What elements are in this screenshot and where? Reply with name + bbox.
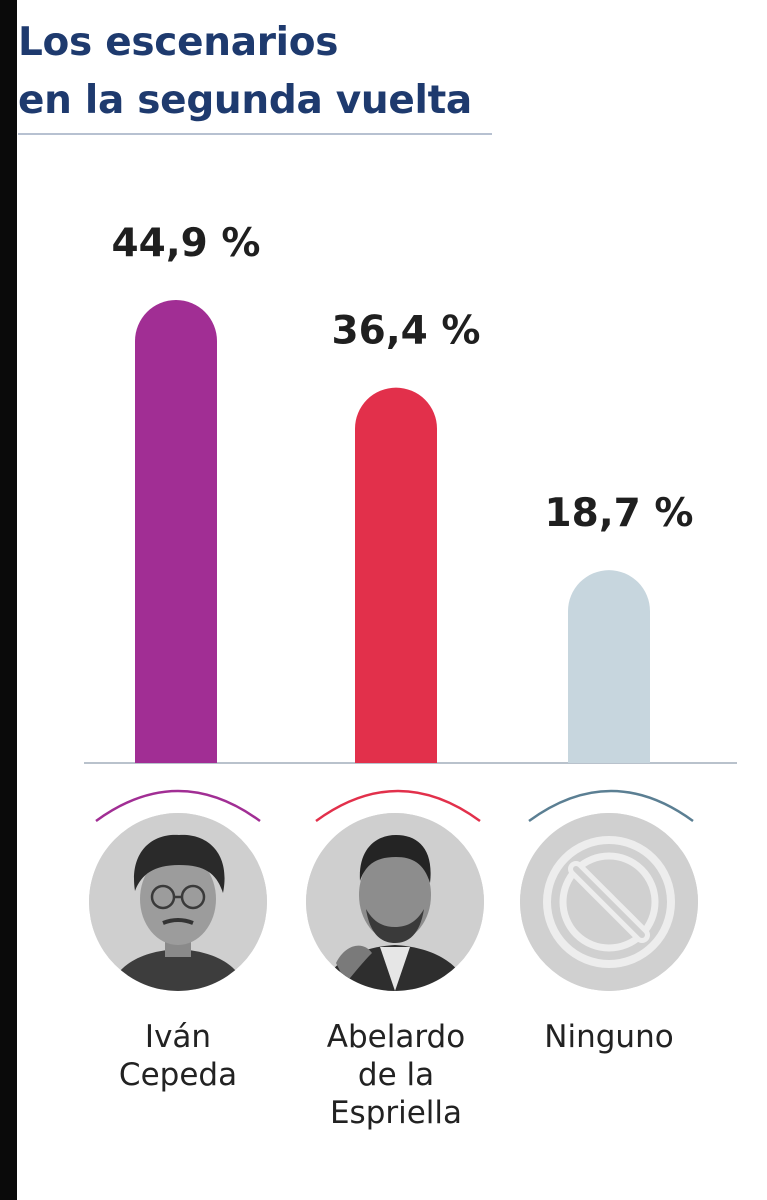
avatar-ninguno (520, 813, 698, 991)
bar-ninguno (568, 570, 650, 763)
accent-arc-ivan-cepeda (95, 789, 261, 823)
chart-title: Los escenarios en la segunda vuelta (18, 14, 472, 130)
candidate-name-line: Cepeda (118, 1057, 238, 1093)
value-label-ivan-cepeda: 44,9 % (112, 221, 261, 266)
value-label-abelardo-de-la-espriella: 36,4 % (332, 309, 481, 354)
accent-arc-ninguno (528, 789, 694, 823)
bar-ivan-cepeda (135, 300, 217, 763)
candidate-name-line: Espriella (329, 1095, 463, 1131)
title-divider (18, 133, 492, 135)
chart-title-line-2: en la segunda vuelta (18, 78, 472, 123)
bar-abelardo-de-la-espriella (354, 387, 437, 763)
portrait-icon (89, 813, 267, 991)
avatar-abelardo-de-la-espriella (306, 813, 484, 991)
candidate-name-line: de la (357, 1057, 435, 1093)
value-label-ninguno: 18,7 % (545, 491, 694, 536)
candidate-name-line: Abelardo (326, 1019, 466, 1055)
chart-title-line-1: Los escenarios (18, 20, 339, 65)
portrait-icon (306, 813, 484, 991)
candidate-name-line: Iván (144, 1019, 212, 1055)
candidate-label-ninguno: Ninguno (519, 1018, 699, 1056)
avatar-ivan-cepeda (89, 813, 267, 991)
left-edge-strip (0, 0, 17, 1200)
candidate-name-line: Ninguno (544, 1019, 674, 1055)
candidate-label-ivan-cepeda: Iván Cepeda (88, 1018, 268, 1094)
accent-arc-abelardo-de-la-espriella (315, 789, 481, 823)
candidate-label-abelardo-de-la-espriella: Abelardo de la Espriella (306, 1018, 486, 1132)
no-symbol-icon (520, 813, 698, 991)
